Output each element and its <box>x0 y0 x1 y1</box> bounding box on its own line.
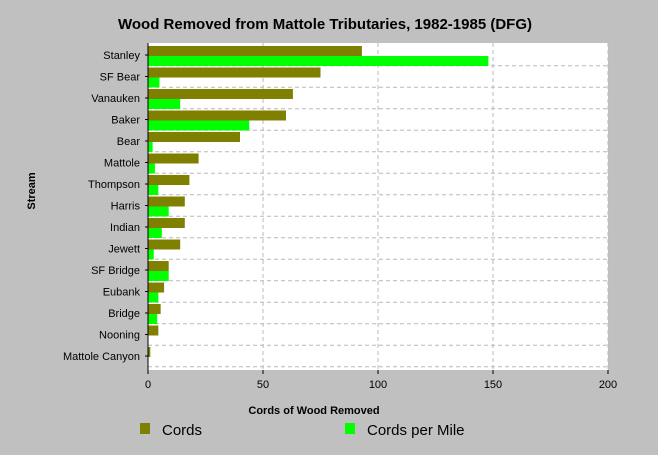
y-tick-label: Stanley <box>103 50 140 62</box>
y-tick-label: Vanauken <box>91 93 140 105</box>
x-tick-label: 100 <box>369 379 387 391</box>
bar-cords <box>148 132 240 142</box>
y-tick-label: Thompson <box>88 179 140 191</box>
bar-cords <box>148 304 161 314</box>
bar-cords-per-mile <box>148 99 181 109</box>
chart-title: Wood Removed from Mattole Tributaries, 1… <box>118 16 532 33</box>
x-tick-label: 150 <box>484 379 502 391</box>
y-tick-label: SF Bridge <box>91 265 140 277</box>
bar-cords-per-mile <box>148 120 250 131</box>
bar-cords-per-mile <box>148 56 489 66</box>
y-tick-label: Nooning <box>99 330 140 342</box>
x-tick-label: 50 <box>257 379 269 391</box>
x-tick-label: 200 <box>599 379 617 391</box>
bar-cords <box>148 347 151 357</box>
bar-cords-per-mile <box>148 292 159 303</box>
y-tick-label: Bear <box>117 136 141 148</box>
bar-cords <box>148 261 169 271</box>
y-tick-label: Indian <box>110 222 140 234</box>
bar-cords <box>148 325 159 336</box>
bar-cords <box>148 110 286 121</box>
bar-cords <box>148 282 165 293</box>
legend: Cords Cords per Mile <box>140 422 465 439</box>
bar-cords-per-mile <box>148 206 169 217</box>
bar-cords-per-mile <box>148 228 162 238</box>
bar-cords <box>148 196 185 207</box>
y-tick-label: Bridge <box>108 308 140 320</box>
bar-cords <box>148 153 199 164</box>
bar-cords-per-mile <box>148 185 159 195</box>
bar-cords <box>148 89 293 99</box>
y-tick-label: Jewett <box>108 244 140 256</box>
y-axis-title: Stream <box>26 172 38 210</box>
x-axis-title: Cords of Wood Removed <box>248 405 379 417</box>
axes: Stanley SF Bear Vanauken Baker Bear Mattole Th… <box>63 43 617 391</box>
bar-cords-per-mile <box>148 77 160 88</box>
y-tick-label: Eubank <box>103 287 141 299</box>
y-tick-label: Mattole Canyon <box>63 351 140 363</box>
bars <box>148 46 489 357</box>
bar-cords-per-mile <box>148 249 154 260</box>
bar-cords-per-mile <box>148 142 153 152</box>
y-tick-label: Baker <box>111 115 140 127</box>
legend-swatch <box>345 423 355 434</box>
legend-swatch <box>140 423 150 434</box>
bar-cords <box>148 239 181 250</box>
bar-cords <box>148 218 185 228</box>
gridlines <box>148 43 609 370</box>
legend-label: Cords per Mile <box>367 422 465 439</box>
y-tick-label: Mattole <box>104 158 140 170</box>
bar-cords-per-mile <box>148 271 169 281</box>
y-tick-label: SF Bear <box>100 72 141 84</box>
bar-cords <box>148 175 190 185</box>
bar-cords-per-mile <box>148 314 158 324</box>
legend-label: Cords <box>162 422 202 439</box>
y-tick-label: Harris <box>111 201 141 213</box>
bar-cords <box>148 67 321 78</box>
bar-cords <box>148 46 362 56</box>
x-tick-label: 0 <box>145 379 151 391</box>
bar-cords-per-mile <box>148 163 155 174</box>
